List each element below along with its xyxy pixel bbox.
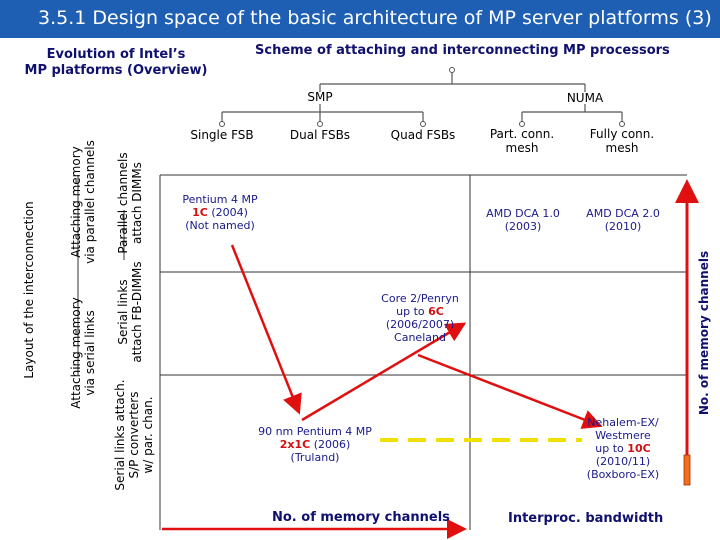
row-parallel-dimms-label: Parallel channels attach DIMMs <box>116 152 144 254</box>
tree-nodes <box>219 67 625 127</box>
pentium4-code: (Not named) <box>185 219 255 232</box>
left-caption: Evolution of Intel’s MP platforms (Overv… <box>24 47 208 78</box>
arrow-90nm-to-core2 <box>301 322 467 422</box>
nehalem-cores-line: up to 10C <box>578 442 668 455</box>
numa-label: NUMA <box>566 91 604 105</box>
memory-channels-bottom-label: No. of memory channels <box>272 510 450 525</box>
design-grid <box>159 174 687 530</box>
row-outer-label: Layout of the interconnection <box>22 201 36 379</box>
core2-year: (2006/2007) <box>385 318 455 331</box>
nm90-code: (Truland) <box>290 451 340 464</box>
memory-axis-cap <box>683 454 691 486</box>
pentium4-cores: 1C <box>192 206 208 219</box>
core2-code: Caneland <box>394 331 446 344</box>
core2-pre: up to <box>396 305 429 318</box>
row-group-parallel-label: Attaching memory via parallel channels <box>69 140 97 264</box>
cell-90nm-pentium4: 90 nm Pentium 4 MP 2x1C (2006) (Truland) <box>250 425 380 464</box>
interproc-bandwidth-label: Interproc. bandwidth <box>508 511 664 526</box>
cell-nehalem-ex: Nehalem-EX/ Westmere up to 10C (2010/11)… <box>578 416 668 481</box>
row-serial-fbdimms-label: Serial links attach FB-DIMMs <box>116 261 144 363</box>
pentium4-cores-line: 1C (2004) <box>170 206 270 219</box>
cell-amd-dca-2: AMD DCA 2.0 (2010) <box>578 207 668 233</box>
arrow-core2-to-nehalem <box>417 353 603 429</box>
nehalem-code: (Boxboro-EX) <box>586 468 660 481</box>
smp-label: SMP <box>307 90 333 104</box>
amd20-name: AMD DCA 2.0 <box>586 207 660 220</box>
nehalem-name: Nehalem-EX/ Westmere <box>587 416 659 442</box>
amd20-year: (2010) <box>604 220 642 233</box>
arrow-p4-to-90nm <box>230 244 302 415</box>
amd10-name: AMD DCA 1.0 <box>486 207 560 220</box>
nm90-cores-line: 2x1C (2006) <box>250 438 380 451</box>
amd10-year: (2003) <box>504 220 542 233</box>
pentium4-year: (2004) <box>207 206 248 219</box>
title-bar: 3.5.1 Design space of the basic architec… <box>0 0 720 38</box>
core2-name: Core 2/Penryn <box>381 292 459 305</box>
nehalem-pre: up to <box>595 442 628 455</box>
row-group-serial-label: Attaching memory via serial links <box>69 297 97 409</box>
col-fully-conn-mesh: Fully conn. mesh <box>589 127 655 155</box>
nm90-cores: 2x1C <box>279 438 311 451</box>
col-dual-fsbs: Dual FSBs <box>289 128 351 142</box>
nehalem-cores: 10C <box>627 442 651 455</box>
memory-channels-right-label: No. of memory channels <box>697 250 711 416</box>
col-single-fsb: Single FSB <box>190 128 254 142</box>
nm90-name: 90 nm Pentium 4 MP <box>258 425 372 438</box>
core2-cores: 6C <box>428 305 444 318</box>
cell-amd-dca-1: AMD DCA 1.0 (2003) <box>478 207 568 233</box>
col-quad-fsbs: Quad FSBs <box>390 128 456 142</box>
pentium4-name: Pentium 4 MP <box>182 193 258 206</box>
col-part-conn-mesh: Part. conn. mesh <box>489 127 555 155</box>
core2-cores-line: up to 6C <box>370 305 470 318</box>
slide-title: 3.5.1 Design space of the basic architec… <box>38 7 712 29</box>
row-serial-sp-label: Serial links attach. S/P converters w/ p… <box>113 379 155 491</box>
scheme-caption: Scheme of attaching and interconnecting … <box>255 43 670 58</box>
nehalem-year: (2010/11) <box>595 455 651 468</box>
nm90-year: (2006) <box>310 438 351 451</box>
cell-core2-penryn: Core 2/Penryn up to 6C (2006/2007) Canel… <box>370 292 470 344</box>
cell-pentium4-mp: Pentium 4 MP 1C (2004) (Not named) <box>170 193 270 232</box>
